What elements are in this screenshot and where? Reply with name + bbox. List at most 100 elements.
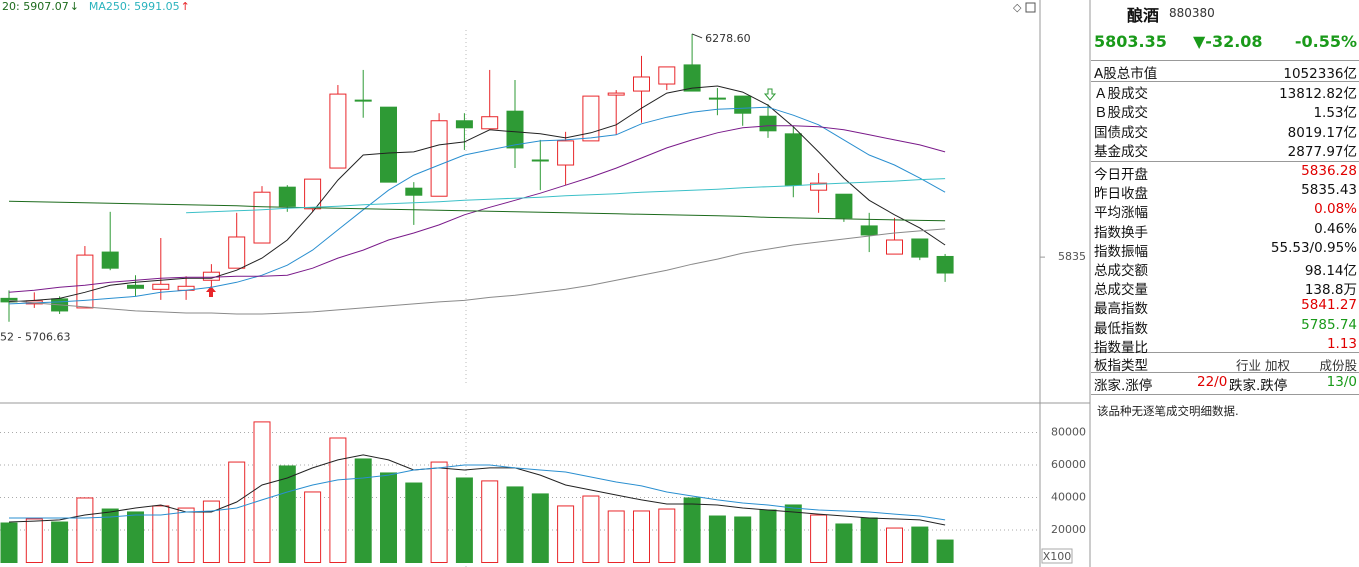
volume-bar	[101, 508, 119, 564]
volume-bar	[860, 517, 878, 564]
sector-tag: 成份股	[1319, 358, 1357, 373]
candle-body	[354, 99, 372, 102]
candle-body	[683, 64, 701, 92]
candle-body	[936, 255, 954, 274]
instrument-name: 酿酒	[1127, 6, 1160, 25]
price: 5803.35	[1094, 32, 1167, 51]
candle-body	[278, 186, 296, 207]
volume-bar	[734, 516, 752, 563]
y-tick-label: 5835	[1058, 250, 1086, 263]
candle-body	[708, 97, 726, 100]
change-pct: -0.55%	[1294, 32, 1357, 51]
candle-body	[759, 115, 777, 132]
candle-body	[582, 95, 600, 142]
candle-body	[860, 225, 878, 236]
row-label: 指数量比	[1094, 339, 1148, 356]
row-value: 13/0	[1326, 374, 1357, 390]
y-tick-label: 40000	[1051, 490, 1086, 503]
volume-bar	[228, 461, 246, 563]
candle-body	[506, 110, 524, 149]
row-value: 0.08%	[1314, 201, 1357, 218]
candle-body	[911, 238, 929, 258]
y-tick-label: 20000	[1051, 523, 1086, 536]
low-label: 52 - 5706.63	[0, 331, 70, 344]
candle-body	[784, 133, 802, 186]
volume-bar	[329, 437, 347, 564]
legend-label: MA250: 5991.05	[89, 0, 180, 13]
volume-bar	[835, 523, 853, 564]
volume-bar	[683, 497, 701, 563]
volume-bar	[354, 458, 372, 564]
row-label: 国债成交	[1094, 124, 1148, 141]
ma-line	[9, 464, 946, 521]
ma-line	[8, 125, 946, 293]
row-label: Ａ股成交	[1094, 85, 1148, 102]
row-value: 5836.28	[1301, 163, 1357, 179]
row-label: 指数振幅	[1094, 243, 1148, 260]
volume-bar	[253, 421, 271, 563]
icon[interactable]: ◇	[1013, 1, 1022, 14]
candle-body	[531, 159, 549, 162]
volume-bar	[177, 507, 195, 563]
y-tick-label: 80000	[1051, 425, 1086, 438]
icon[interactable]	[1025, 2, 1036, 13]
row-value: 1052336亿	[1283, 66, 1357, 82]
unit-box	[1041, 548, 1073, 564]
candle-body	[810, 182, 828, 191]
candle-body	[734, 95, 752, 114]
volume-bar	[304, 491, 322, 563]
row-label: Ｂ股成交	[1094, 105, 1148, 122]
ma-line	[8, 454, 946, 526]
volume-bar	[658, 508, 676, 564]
candle-body	[455, 120, 473, 129]
candle-body	[152, 283, 170, 290]
change: ▼-32.08	[1193, 32, 1263, 51]
separator	[1091, 161, 1359, 162]
row-value: 138.8万	[1304, 282, 1357, 299]
sector-tag: 行业	[1235, 358, 1261, 373]
volume-bar	[202, 500, 220, 563]
volume-bar	[25, 518, 43, 564]
row-value: 8019.17亿	[1287, 124, 1357, 141]
instrument-code: 880380	[1169, 6, 1215, 20]
ma-line	[186, 178, 946, 214]
volume-bar	[0, 522, 18, 564]
row-label: 指数换手	[1094, 224, 1148, 241]
row-label: 最高指数	[1094, 301, 1148, 318]
row-label: 今日开盘	[1094, 167, 1148, 183]
volume-bar	[759, 509, 777, 563]
separator	[1091, 81, 1359, 82]
row-label: 最低指数	[1094, 320, 1148, 337]
row-value: 1.13	[1326, 335, 1357, 352]
row-label: A股总市值	[1094, 66, 1158, 82]
sell-marker	[763, 88, 777, 101]
volume-bar	[278, 465, 296, 564]
candle-body	[228, 236, 246, 269]
volume-bar	[936, 539, 954, 563]
candle-body	[101, 251, 119, 269]
row-value: 98.14亿	[1304, 263, 1357, 279]
candle-body	[607, 92, 625, 96]
candle-body	[304, 178, 322, 210]
volume-bar	[810, 514, 828, 563]
ma-line	[8, 106, 946, 305]
row-label: 基金成交	[1094, 144, 1148, 161]
separator	[1091, 372, 1359, 373]
candle-body	[405, 187, 423, 196]
volume-bar	[531, 493, 549, 563]
candle-body	[886, 239, 903, 255]
row-label: 昨日收盘	[1094, 186, 1148, 203]
sector-tag: 加权	[1264, 358, 1290, 373]
row-value: 5785.74	[1301, 316, 1357, 333]
legend-arrow: ↓	[70, 0, 79, 13]
candle-body	[380, 106, 397, 183]
row-value: 13812.82亿	[1279, 85, 1357, 102]
volume-bar	[784, 504, 802, 564]
row-value: 55.53/0.95%	[1270, 239, 1357, 256]
row-value: 5841.27	[1301, 297, 1357, 314]
candle-body	[633, 76, 650, 92]
volume-bar	[911, 526, 929, 564]
volume-bar	[430, 461, 448, 563]
volume-bar	[557, 505, 575, 563]
